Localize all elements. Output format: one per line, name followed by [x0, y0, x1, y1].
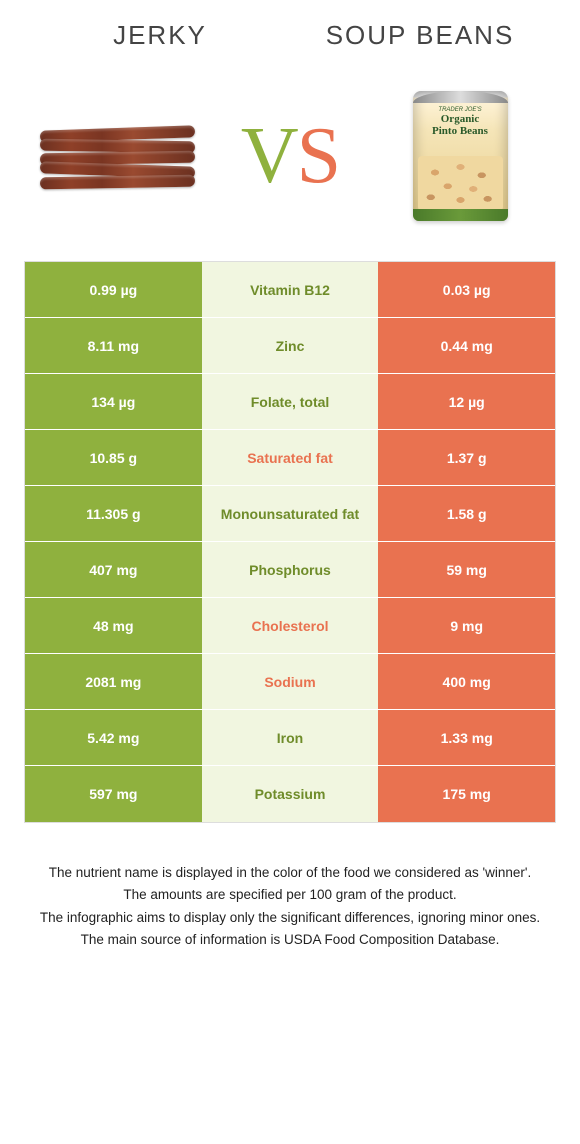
right-value: 59 mg [378, 542, 555, 597]
table-row: 11.305 gMonounsaturated fat1.58 g [25, 486, 555, 542]
footer-line-4: The main source of information is USDA F… [34, 930, 546, 950]
right-value: 12 µg [378, 374, 555, 429]
right-food-title: SOUP BEANS [290, 20, 550, 51]
left-value: 8.11 mg [25, 318, 202, 373]
nutrition-table: 0.99 µgVitamin B120.03 µg8.11 mgZinc0.44… [24, 261, 556, 823]
left-value: 48 mg [25, 598, 202, 653]
right-food-image: TRADER JOE'S Organic Pinto Beans [370, 91, 550, 221]
nutrient-name: Monounsaturated fat [202, 486, 379, 541]
right-value: 1.58 g [378, 486, 555, 541]
can-name2: Pinto Beans [413, 125, 508, 137]
can-illustration: TRADER JOE'S Organic Pinto Beans [413, 91, 508, 221]
left-value: 134 µg [25, 374, 202, 429]
left-value: 597 mg [25, 766, 202, 822]
footer-notes: The nutrient name is displayed in the co… [0, 823, 580, 950]
can-name1: Organic [413, 113, 508, 125]
table-row: 10.85 gSaturated fat1.37 g [25, 430, 555, 486]
can-brand: TRADER JOE'S [413, 103, 508, 113]
table-row: 48 mgCholesterol9 mg [25, 598, 555, 654]
table-row: 597 mgPotassium175 mg [25, 766, 555, 822]
table-row: 8.11 mgZinc0.44 mg [25, 318, 555, 374]
right-value: 0.44 mg [378, 318, 555, 373]
vs-v: V [241, 112, 297, 200]
nutrient-name: Folate, total [202, 374, 379, 429]
right-value: 9 mg [378, 598, 555, 653]
footer-line-3: The infographic aims to display only the… [34, 908, 546, 928]
left-food-title: JERKY [30, 20, 290, 51]
left-value: 0.99 µg [25, 262, 202, 317]
vs-label: VS [241, 111, 339, 202]
nutrient-name: Zinc [202, 318, 379, 373]
right-value: 1.33 mg [378, 710, 555, 765]
right-value: 175 mg [378, 766, 555, 822]
vs-s: S [297, 112, 340, 200]
images-row: VS TRADER JOE'S Organic Pinto Beans [0, 61, 580, 261]
table-row: 407 mgPhosphorus59 mg [25, 542, 555, 598]
table-row: 134 µgFolate, total12 µg [25, 374, 555, 430]
nutrient-name: Cholesterol [202, 598, 379, 653]
right-value: 1.37 g [378, 430, 555, 485]
nutrient-name: Potassium [202, 766, 379, 822]
left-value: 10.85 g [25, 430, 202, 485]
table-row: 5.42 mgIron1.33 mg [25, 710, 555, 766]
left-food-image [30, 91, 210, 221]
right-value: 400 mg [378, 654, 555, 709]
table-row: 2081 mgSodium400 mg [25, 654, 555, 710]
left-value: 5.42 mg [25, 710, 202, 765]
jerky-illustration [40, 126, 200, 186]
left-value: 2081 mg [25, 654, 202, 709]
left-value: 11.305 g [25, 486, 202, 541]
left-value: 407 mg [25, 542, 202, 597]
header-row: JERKY SOUP BEANS [0, 0, 580, 61]
table-row: 0.99 µgVitamin B120.03 µg [25, 262, 555, 318]
nutrient-name: Iron [202, 710, 379, 765]
footer-line-2: The amounts are specified per 100 gram o… [34, 885, 546, 905]
nutrient-name: Sodium [202, 654, 379, 709]
nutrient-name: Saturated fat [202, 430, 379, 485]
nutrient-name: Vitamin B12 [202, 262, 379, 317]
nutrient-name: Phosphorus [202, 542, 379, 597]
right-value: 0.03 µg [378, 262, 555, 317]
footer-line-1: The nutrient name is displayed in the co… [34, 863, 546, 883]
